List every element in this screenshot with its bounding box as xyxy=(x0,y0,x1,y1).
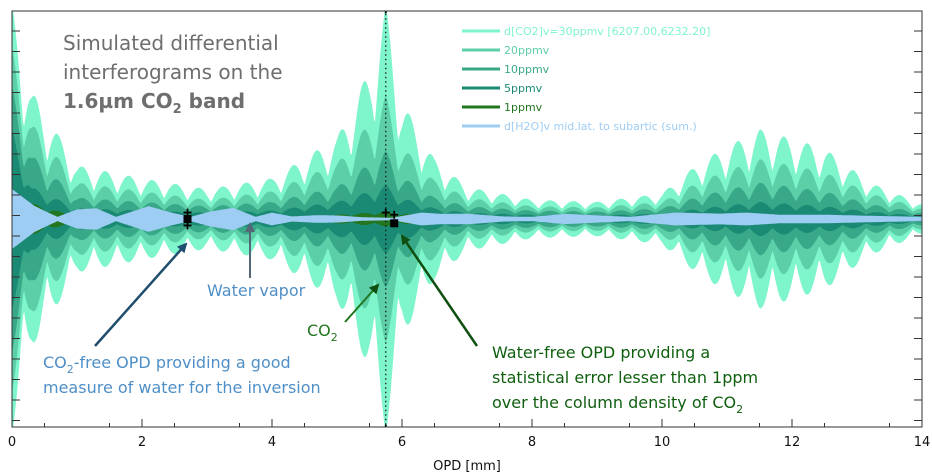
x-axis-label: OPD [mm] xyxy=(433,459,501,474)
marker-7 xyxy=(390,219,399,228)
x-tick-label-3: 6 xyxy=(398,435,406,450)
legend-label-2: 10ppmv xyxy=(504,63,550,76)
co2-annotation-sub: 2 xyxy=(331,331,338,344)
marker-6 xyxy=(390,210,399,219)
water-free-annotation-line2: statistical error lesser than 1ppm xyxy=(492,368,758,387)
co2-free-annotation-line1: CO2-free OPD providing a good xyxy=(43,353,291,376)
tick-layer: 0 2 4 6 8 10 12 14 xyxy=(8,30,931,450)
marker-1 xyxy=(183,215,192,223)
marker-3 xyxy=(384,11,387,14)
marker-4 xyxy=(384,424,387,427)
series-band-5 xyxy=(12,189,922,249)
x-tick-label-0: 0 xyxy=(8,435,16,450)
marker-layer xyxy=(183,11,399,427)
co2-free-arrow xyxy=(94,242,188,347)
co2-arrow xyxy=(344,283,380,323)
x-tick-label-7: 14 xyxy=(914,435,931,450)
water-free-sub: 2 xyxy=(736,403,743,416)
water-vapor-annotation: Water vapor xyxy=(207,281,306,300)
legend-label-1: 20ppmv xyxy=(504,44,550,57)
co2-free-pre: CO xyxy=(43,353,67,372)
title-line-3: 1.6µm CO2 band xyxy=(63,89,245,117)
legend-label-3: 5ppmv xyxy=(504,82,543,95)
water-free-pre: over the column density of CO xyxy=(492,393,736,412)
legend-label-0: d[CO2]v=30ppmv [6207.00,6232.20] xyxy=(504,25,710,38)
co2-annotation-pre: CO xyxy=(307,321,331,340)
title-line-1: Simulated differential xyxy=(63,31,279,55)
co2-free-post: -free OPD providing a good xyxy=(74,353,291,372)
water-free-arrow xyxy=(400,234,479,347)
co2-annotation: CO2 xyxy=(307,321,338,344)
co2-free-annotation-line2: measure of water for the inversion xyxy=(43,378,321,397)
marker-5 xyxy=(381,208,390,217)
title-bold-post: band xyxy=(182,89,245,113)
title-line-2: interferograms on the xyxy=(63,60,283,84)
legend-label-5: d[H2O]v mid.lat. to subartic (sum.) xyxy=(504,120,697,133)
legend-label-4: 1ppmv xyxy=(504,101,543,114)
water-free-annotation-line3: over the column density of CO2 xyxy=(492,393,743,416)
water-free-annotation-line1: Water-free OPD providing a xyxy=(492,343,710,362)
title-bold-sub: 2 xyxy=(173,102,182,117)
x-tick-label-5: 10 xyxy=(654,435,671,450)
series-layer xyxy=(12,11,922,427)
plot-frame xyxy=(11,10,923,428)
co2-free-sub: 2 xyxy=(67,363,74,376)
marker-2 xyxy=(183,221,192,230)
legend: d[CO2]v=30ppmv [6207.00,6232.20] 20ppmv 10… xyxy=(462,25,710,133)
x-tick-label-2: 4 xyxy=(268,435,276,450)
title-bold-pre: 1.6µm CO xyxy=(63,89,173,113)
x-tick-label-6: 12 xyxy=(784,435,801,450)
x-tick-label-1: 2 xyxy=(138,435,146,450)
x-tick-label-4: 8 xyxy=(528,435,536,450)
